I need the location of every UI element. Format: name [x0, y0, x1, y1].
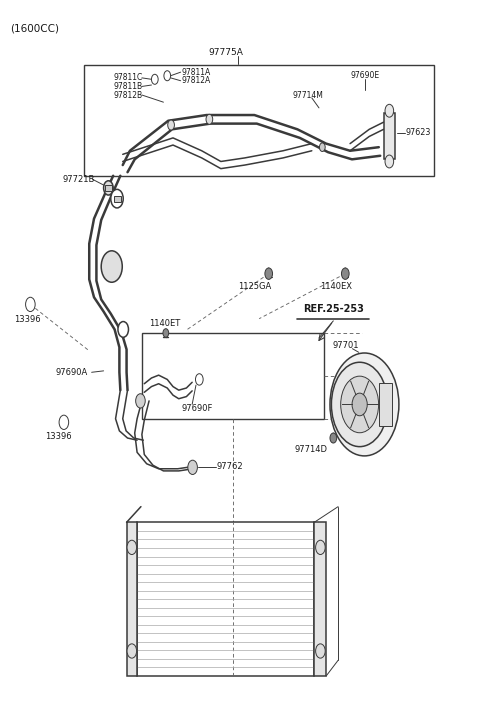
Text: 13396: 13396: [14, 315, 41, 324]
Circle shape: [195, 374, 203, 385]
Bar: [137, 523, 314, 676]
Bar: [384, 113, 395, 160]
Bar: [127, 523, 137, 676]
Circle shape: [316, 644, 325, 658]
Circle shape: [188, 460, 197, 475]
Circle shape: [163, 329, 168, 337]
Circle shape: [168, 120, 174, 130]
Bar: [379, 383, 392, 426]
Circle shape: [101, 251, 122, 282]
Circle shape: [331, 362, 388, 447]
Bar: [114, 195, 121, 201]
Text: 97690F: 97690F: [181, 404, 213, 412]
Text: 1125GA: 1125GA: [238, 282, 271, 291]
Circle shape: [341, 376, 379, 432]
Text: 13396: 13396: [45, 432, 72, 441]
Circle shape: [385, 155, 394, 168]
Text: 1140ET: 1140ET: [149, 319, 180, 328]
Text: REF.25-253: REF.25-253: [303, 304, 364, 314]
Circle shape: [330, 433, 336, 443]
Text: 97811C: 97811C: [113, 73, 143, 82]
Circle shape: [127, 644, 137, 658]
Text: 97690E: 97690E: [350, 71, 379, 80]
Circle shape: [164, 71, 170, 81]
Circle shape: [206, 115, 213, 125]
Text: 97714M: 97714M: [293, 90, 324, 100]
Circle shape: [330, 353, 399, 456]
Circle shape: [25, 297, 35, 311]
Text: 97762: 97762: [216, 462, 243, 471]
Circle shape: [316, 541, 325, 554]
Text: 97721B: 97721B: [63, 175, 96, 184]
Circle shape: [136, 394, 145, 408]
Text: 97701: 97701: [332, 341, 359, 349]
Text: 97775A: 97775A: [208, 48, 243, 57]
Text: (1600CC): (1600CC): [10, 24, 59, 34]
Circle shape: [341, 268, 349, 279]
Circle shape: [152, 74, 158, 84]
Text: 97812B: 97812B: [113, 90, 142, 100]
Circle shape: [385, 105, 394, 117]
Bar: [105, 185, 112, 190]
Text: 97812A: 97812A: [181, 76, 211, 85]
Text: 97623: 97623: [405, 128, 431, 137]
Circle shape: [265, 268, 273, 279]
Circle shape: [127, 541, 137, 554]
Circle shape: [352, 393, 367, 416]
Bar: [314, 523, 326, 676]
Text: 97811B: 97811B: [113, 82, 142, 91]
Bar: [84, 65, 434, 175]
Text: 97690A: 97690A: [56, 368, 88, 377]
Circle shape: [320, 143, 325, 152]
Bar: [142, 333, 324, 419]
Text: 97714D: 97714D: [294, 445, 327, 454]
Circle shape: [111, 189, 123, 208]
Circle shape: [104, 180, 113, 195]
Text: 1140EX: 1140EX: [320, 282, 352, 291]
Text: 97811A: 97811A: [181, 67, 211, 77]
Circle shape: [118, 321, 129, 337]
Circle shape: [59, 415, 69, 430]
